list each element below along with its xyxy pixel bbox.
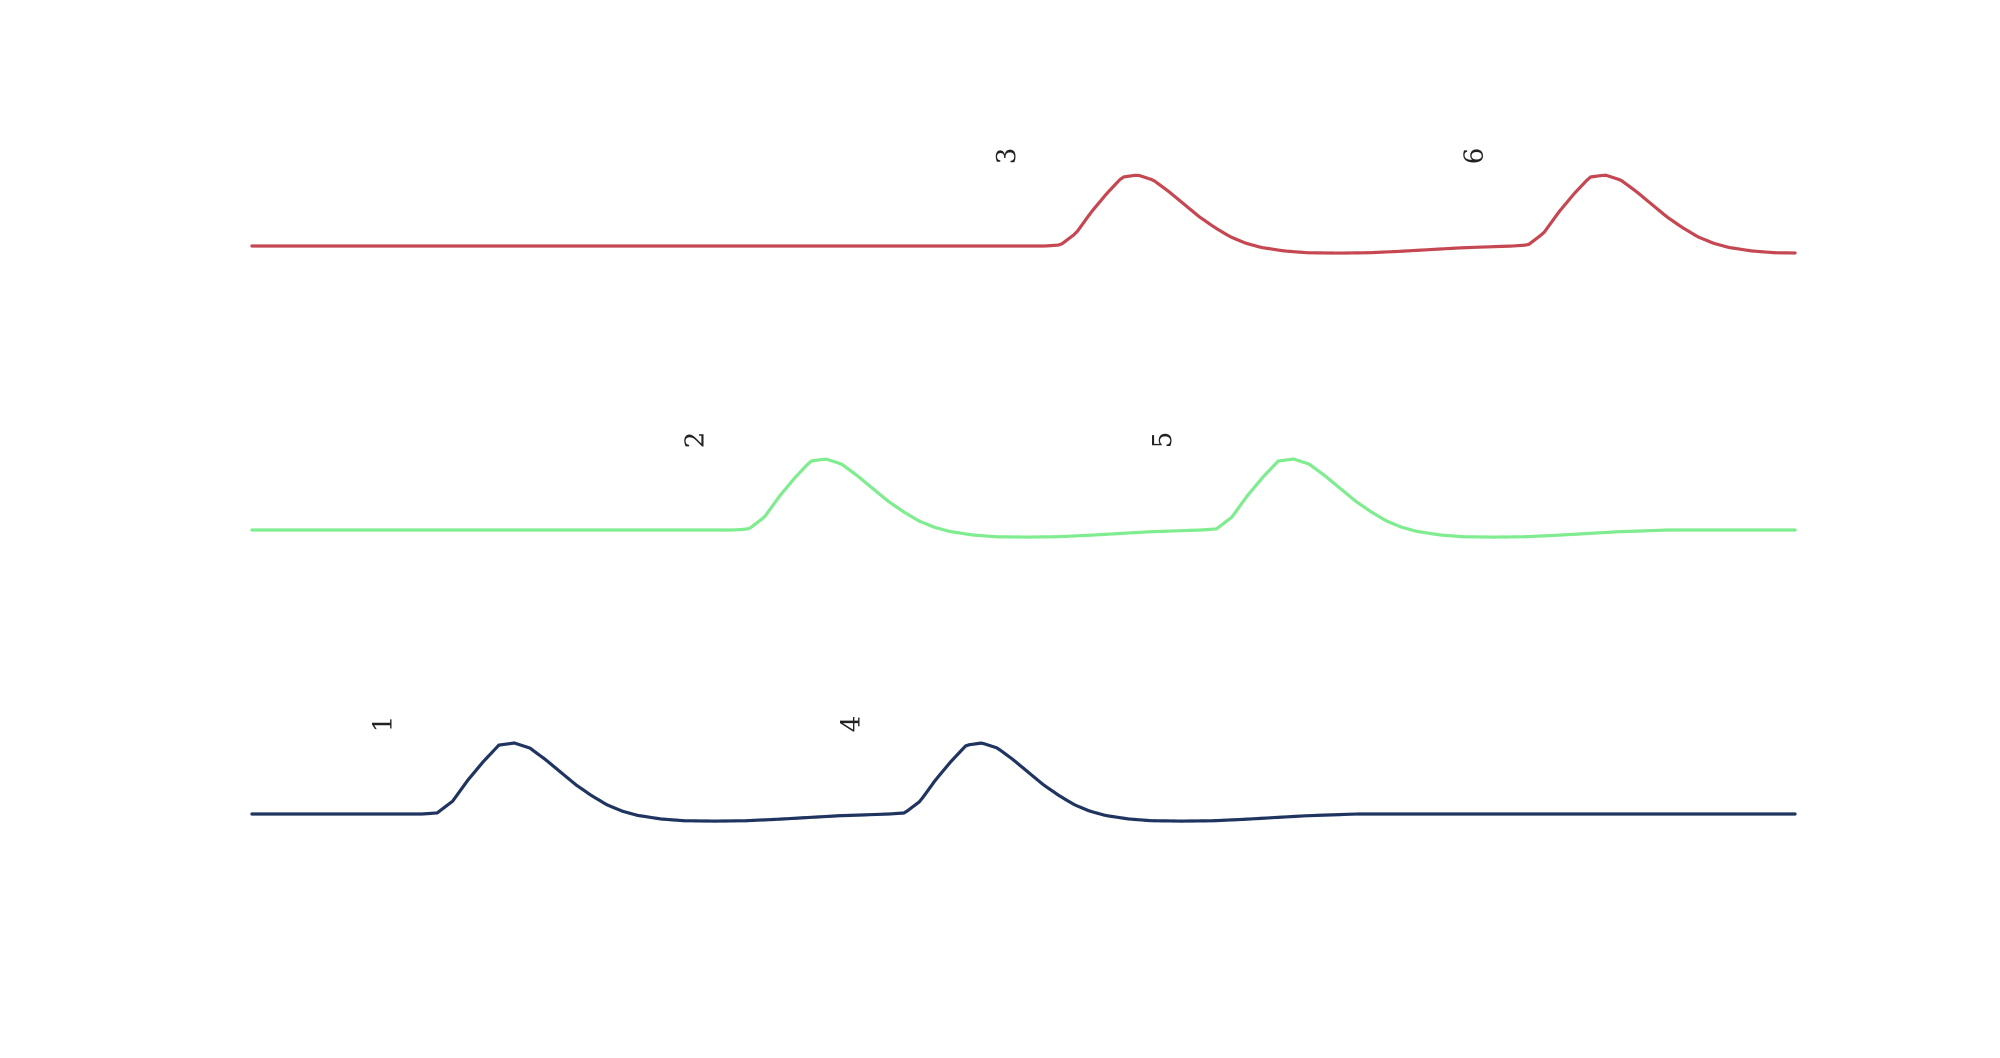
series-line-3 <box>250 173 1797 255</box>
series-layer <box>250 173 1797 823</box>
peak-label-3: 3 <box>992 148 1022 165</box>
peak-label-4: 4 <box>836 716 866 733</box>
peak-label-6: 6 <box>1460 148 1490 165</box>
peak-label-2: 2 <box>680 432 710 449</box>
label-layer: 1 4 2 5 3 6 <box>369 148 1490 733</box>
peak-label-5: 5 <box>1148 432 1178 449</box>
peak-label-1: 1 <box>369 716 399 733</box>
series-line-1 <box>250 741 1797 823</box>
series-line-2 <box>250 457 1797 539</box>
